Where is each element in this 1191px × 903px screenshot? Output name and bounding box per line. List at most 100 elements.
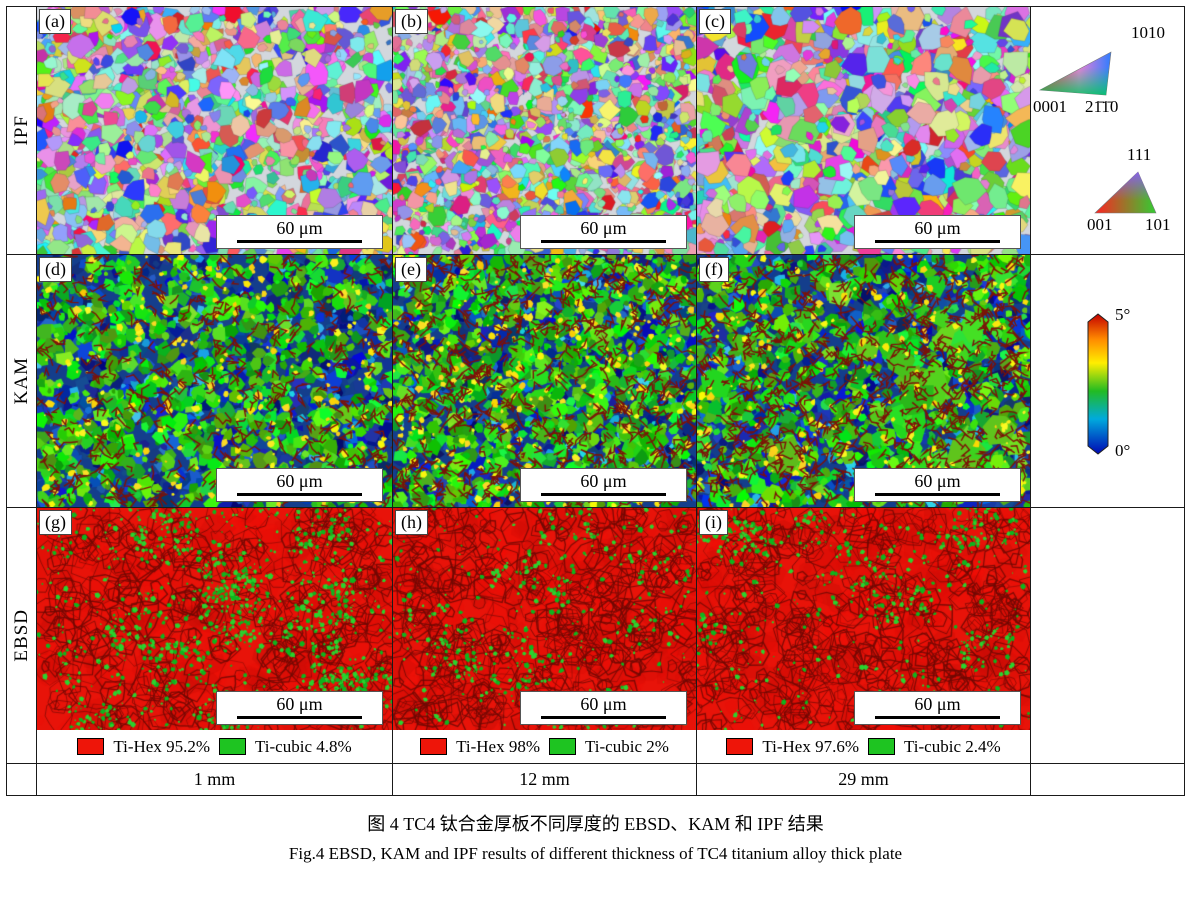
kam-micrograph-f <box>697 255 1030 507</box>
column-label-12mm: 12 mm <box>393 764 697 795</box>
row-label-ebsd: EBSD <box>7 508 37 764</box>
ebsd-micrograph-frame: (i) 60 μm <box>697 508 1030 730</box>
scale-bar-label: 60 μm <box>580 694 627 714</box>
figure-captions: 图 4 TC4 钛合金厚板不同厚度的 EBSD、KAM 和 IPF 结果 Fig… <box>6 810 1185 868</box>
ti-cubic-swatch <box>549 738 576 755</box>
ti-cubic-swatch <box>219 738 246 755</box>
column-label-29mm: 29 mm <box>697 764 1031 795</box>
phase-legend-1mm: Ti-Hex 95.2% Ti-cubic 4.8% <box>37 730 392 763</box>
panel-h: (h) 60 μm Ti-Hex 98% Ti-cubic 2% <box>393 508 697 764</box>
ti-hex-label: Ti-Hex 97.6% <box>762 736 859 756</box>
row-label-kam: KAM <box>7 255 37 508</box>
panel-tag: (g) <box>39 510 72 535</box>
ti-cubic-swatch <box>868 738 895 755</box>
kam-micrograph-d <box>37 255 392 507</box>
bottom-right-spacer <box>1031 764 1184 795</box>
scale-bar-label: 60 μm <box>914 694 961 714</box>
ipf-micrograph-a <box>37 7 392 254</box>
kam-color-key: 5° 0° <box>1031 255 1184 508</box>
column-label-1mm: 1 mm <box>37 764 393 795</box>
panel-d: (d) 60 μm <box>37 255 393 508</box>
scale-bar-line <box>874 493 1001 496</box>
scale-bar-label: 60 μm <box>580 218 627 238</box>
scale-bar: 60 μm <box>520 468 687 502</box>
panel-c: (c) 60 μm <box>697 7 1031 255</box>
scale-bar: 60 μm <box>854 468 1021 502</box>
scale-bar: 60 μm <box>216 468 383 502</box>
panel-tag: (a) <box>39 9 71 34</box>
ipf-cubic-111-label: 111 <box>1127 145 1152 164</box>
thickness-label: 1 mm <box>193 769 236 789</box>
scale-bar-line <box>236 716 363 719</box>
panel-tag: (c) <box>699 9 731 34</box>
scale-bar-label: 60 μm <box>276 471 323 491</box>
scale-bar-line <box>540 240 667 243</box>
panel-tag: (i) <box>699 510 728 535</box>
scale-bar-label: 60 μm <box>276 694 323 714</box>
ti-cubic-label: Ti-cubic 4.8% <box>255 736 352 756</box>
scale-bar-line <box>540 716 667 719</box>
kam-color-bar <box>1087 313 1109 455</box>
panel-e: (e) 60 μm <box>393 255 697 508</box>
ipf-cubic-triangle <box>1094 171 1157 214</box>
bottom-row-spacer <box>7 764 37 795</box>
panel-b: (b) 60 μm <box>393 7 697 255</box>
ti-hex-swatch <box>77 738 105 755</box>
caption-english: Fig.4 EBSD, KAM and IPF results of diffe… <box>288 843 903 863</box>
figure-grid: IPF (a) 60 μm (b) 60 μm (c) 60 μm <box>6 6 1185 796</box>
row-label-ipf: IPF <box>7 7 37 255</box>
figure-4: IPF (a) 60 μm (b) 60 μm (c) 60 μm <box>6 6 1185 868</box>
panel-tag: (f) <box>699 257 729 282</box>
scale-bar: 60 μm <box>216 691 383 725</box>
ti-hex-label: Ti-Hex 98% <box>456 736 540 756</box>
ipf-hex-1010-label: 1010 <box>1131 23 1165 42</box>
ti-hex-swatch <box>726 738 754 755</box>
scale-bar-line <box>236 240 363 243</box>
legend-column-spacer <box>1031 508 1184 764</box>
panel-tag: (h) <box>395 510 428 535</box>
scale-bar: 60 μm <box>520 691 687 725</box>
ti-hex-label: Ti-Hex 95.2% <box>113 736 210 756</box>
thickness-label: 29 mm <box>838 769 889 789</box>
ti-hex-swatch <box>420 738 448 755</box>
panel-f: (f) 60 μm <box>697 255 1031 508</box>
row-label-text: KAM <box>10 357 32 405</box>
panel-i: (i) 60 μm Ti-Hex 97.6% Ti-cubic 2.4% <box>697 508 1031 764</box>
row-label-text: IPF <box>10 115 32 146</box>
kam-micrograph-e <box>393 255 696 507</box>
kam-min-label: 0° <box>1115 441 1131 460</box>
scale-bar-label: 60 μm <box>914 471 961 491</box>
ipf-micrograph-b <box>393 7 696 254</box>
phase-legend-29mm: Ti-Hex 97.6% Ti-cubic 2.4% <box>697 730 1030 763</box>
row-label-text: EBSD <box>10 609 32 662</box>
panel-tag: (e) <box>395 257 427 282</box>
ti-cubic-label: Ti-cubic 2% <box>585 736 669 756</box>
panel-tag: (d) <box>39 257 72 282</box>
ipf-cubic-101-label: 101 <box>1145 215 1171 234</box>
ipf-hex-triangle <box>1039 51 1112 96</box>
thickness-label: 12 mm <box>519 769 570 789</box>
caption-chinese: 图 4 TC4 钛合金厚板不同厚度的 EBSD、KAM 和 IPF 结果 <box>367 814 824 834</box>
panel-a: (a) 60 μm <box>37 7 393 255</box>
scale-bar: 60 μm <box>216 215 383 249</box>
ipf-micrograph-c <box>697 7 1030 254</box>
phase-legend-12mm: Ti-Hex 98% Ti-cubic 2% <box>393 730 696 763</box>
scale-bar-label: 60 μm <box>580 471 627 491</box>
ebsd-micrograph-frame: (h) 60 μm <box>393 508 696 730</box>
ipf-color-key: 1010 0001 21̄1̄0 111 <box>1031 7 1184 255</box>
panel-g: (g) 60 μm Ti-Hex 95.2% Ti-cubic 4.8% <box>37 508 393 764</box>
scale-bar-line <box>874 716 1001 719</box>
scale-bar: 60 μm <box>854 691 1021 725</box>
kam-max-label: 5° <box>1115 305 1131 324</box>
scale-bar-line <box>236 493 363 496</box>
scale-bar-label: 60 μm <box>276 218 323 238</box>
ipf-cubic-001-label: 001 <box>1087 215 1113 234</box>
scale-bar-line <box>540 493 667 496</box>
ti-cubic-label: Ti-cubic 2.4% <box>904 736 1001 756</box>
scale-bar-label: 60 μm <box>914 218 961 238</box>
ebsd-micrograph-frame: (g) 60 μm <box>37 508 392 730</box>
ipf-hex-2110-label: 21̄1̄0 <box>1085 97 1119 116</box>
scale-bar-line <box>874 240 1001 243</box>
scale-bar: 60 μm <box>854 215 1021 249</box>
ipf-hex-0001-label: 0001 <box>1033 97 1067 116</box>
